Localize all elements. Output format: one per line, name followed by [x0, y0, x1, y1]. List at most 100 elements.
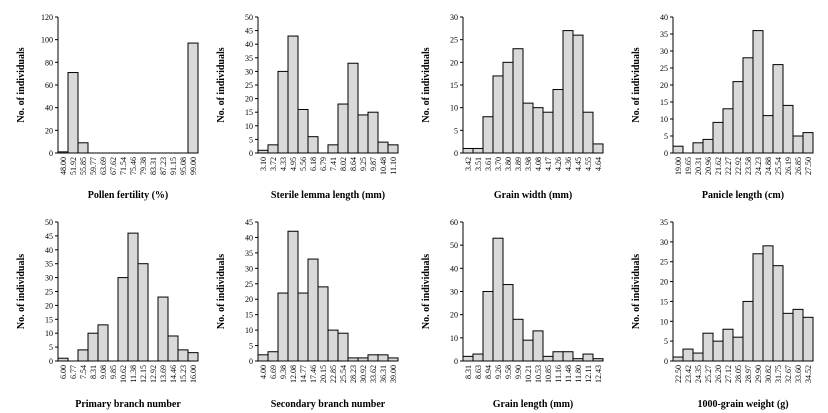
x-tick-label: 3.51: [474, 157, 483, 171]
y-tick-label: 10: [660, 317, 668, 326]
x-tick-label: 75.46: [129, 157, 138, 175]
y-tick-label: 25: [660, 64, 668, 73]
histogram-bar: [742, 57, 754, 154]
histogram-bar: [337, 103, 349, 154]
x-tick-label: 39.00: [389, 365, 398, 383]
x-tick-label: 26.85: [794, 157, 803, 175]
y-tick-label: 30: [245, 67, 253, 76]
x-tick-label: 34.52: [804, 365, 813, 383]
x-tick-label: 3.80: [504, 157, 513, 171]
histogram-bar: [287, 35, 299, 154]
x-tick-label: 20.15: [319, 365, 328, 383]
y-axis-title: No. of individuals: [421, 254, 432, 329]
histogram-bar: [87, 332, 99, 362]
histogram-bar: [532, 107, 544, 154]
x-tick-label: 12.92: [149, 365, 158, 383]
x-axis-title: Secondary branch number: [271, 399, 386, 410]
histogram-bar: [177, 349, 189, 362]
x-tick-label: 24.23: [754, 157, 763, 175]
x-axis-title: Panicle length (cm): [702, 190, 784, 201]
y-tick-label: 20: [450, 311, 458, 320]
x-tick-label: 4.33: [279, 157, 288, 171]
histogram-bar: [277, 292, 289, 362]
y-tick-label: 15: [245, 108, 253, 117]
y-tick-label: 50: [245, 13, 253, 22]
x-tick-label: 4.00: [259, 365, 268, 379]
histogram-bar: [472, 353, 484, 362]
x-tick-label: 8.63: [474, 365, 483, 379]
histogram-panel-3: 0 5 10 15 20 25 30 3.42 3.51 3.61 3.70 3.80 3.89 3.98…: [421, 13, 604, 201]
x-tick-label: 7.54: [79, 365, 88, 379]
y-tick-label: 30: [450, 288, 458, 297]
x-tick-label: 3.98: [524, 157, 533, 171]
histogram-bar: [802, 132, 814, 154]
y-tick-label: 10: [245, 122, 253, 131]
y-axis-title: No. of individuals: [421, 47, 432, 122]
histogram-bar: [792, 135, 804, 154]
x-tick-label: 10.21: [524, 365, 533, 383]
histogram-bar: [552, 351, 564, 362]
y-tick-label: 0: [664, 357, 668, 366]
y-tick-label: 10: [660, 115, 668, 124]
x-tick-label: 99.00: [189, 157, 198, 175]
y-tick-label: 0: [664, 149, 668, 158]
x-tick-label: 6.69: [269, 365, 278, 379]
x-tick-label: 8.02: [339, 157, 348, 171]
x-tick-label: 23.58: [744, 157, 753, 175]
x-axis-title: 1000-grain weight (g): [697, 399, 788, 410]
histogram-bar: [482, 291, 494, 362]
y-tick-label: 20: [45, 126, 53, 135]
x-axis-title: Primary branch number: [75, 399, 181, 410]
x-tick-label: 12.43: [594, 365, 603, 383]
x-tick-label: 3.89: [514, 157, 523, 171]
x-tick-label: 4.95: [289, 157, 298, 171]
y-tick-label: 5: [49, 343, 53, 352]
y-tick-label: 35: [660, 218, 668, 227]
x-tick-label: 9.26: [494, 365, 503, 379]
y-tick-label: 25: [245, 280, 253, 289]
histogram-bar: [492, 75, 504, 154]
histogram-bar: [462, 355, 474, 362]
histogram-bar: [782, 312, 794, 362]
histogram-bar: [782, 104, 794, 154]
y-tick-label: 0: [454, 149, 458, 158]
histogram-bar: [317, 286, 329, 362]
histogram-bar: [732, 336, 744, 362]
x-tick-label: 5.56: [299, 157, 308, 171]
x-tick-label: 15.23: [179, 365, 188, 383]
y-tick-label: 120: [41, 13, 53, 22]
x-tick-label: 4.45: [574, 157, 583, 171]
x-tick-label: 30.82: [764, 365, 773, 383]
y-tick-label: 0: [49, 357, 53, 366]
y-tick-label: 30: [450, 13, 458, 22]
histogram-bar: [387, 144, 399, 154]
x-tick-label: 10.85: [544, 365, 553, 383]
x-tick-label: 83.31: [149, 157, 158, 175]
histogram-bar: [297, 108, 309, 154]
x-tick-label: 59.77: [89, 157, 98, 175]
histogram-bar: [462, 147, 474, 154]
y-tick-label: 25: [245, 81, 253, 90]
histogram-bar: [552, 89, 564, 154]
histogram-bar: [357, 114, 369, 154]
histogram-bar: [672, 356, 684, 362]
x-tick-label: 4.55: [584, 157, 593, 171]
x-tick-label: 3.61: [484, 157, 493, 171]
x-tick-label: 55.85: [79, 157, 88, 175]
x-tick-label: 10.48: [379, 157, 388, 175]
y-tick-label: 10: [450, 104, 458, 113]
y-tick-label: 50: [450, 241, 458, 250]
y-tick-label: 15: [450, 81, 458, 90]
histogram-bar: [367, 111, 379, 154]
x-tick-label: 19.65: [684, 157, 693, 175]
y-tick-label: 80: [45, 58, 53, 67]
x-tick-label: 22.92: [734, 157, 743, 175]
y-tick-label: 25: [45, 288, 53, 297]
x-axis-title: Pollen fertility (%): [88, 190, 169, 201]
histogram-bar: [702, 332, 714, 362]
x-tick-label: 10.53: [534, 365, 543, 383]
x-tick-label: 9.38: [279, 365, 288, 379]
y-tick-label: 15: [245, 311, 253, 320]
x-tick-label: 6.00: [59, 365, 68, 379]
